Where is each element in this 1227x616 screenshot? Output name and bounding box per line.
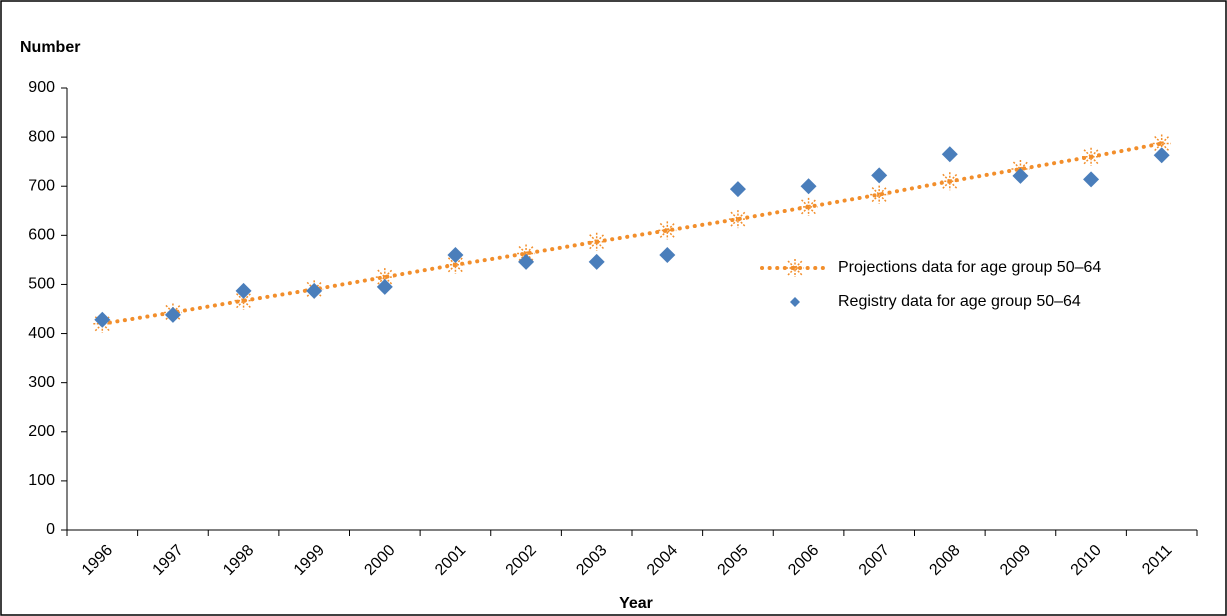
y-tick-label: 0 <box>46 521 55 538</box>
x-tick-label: 2009 <box>997 542 1034 579</box>
y-tick-label: 700 <box>28 177 55 194</box>
x-tick-label: 2010 <box>1068 542 1105 579</box>
x-tick-label: 1998 <box>220 542 257 579</box>
star-marker <box>446 255 465 274</box>
x-tick-label: 1997 <box>150 542 187 579</box>
x-tick-label: 2004 <box>644 542 681 579</box>
y-tick-label: 100 <box>28 472 55 489</box>
diamond-marker <box>376 278 393 295</box>
diamond-marker <box>800 178 817 195</box>
star-marker <box>728 210 747 229</box>
x-tick-label: 1999 <box>291 542 328 579</box>
diamond-marker <box>306 282 323 299</box>
x-tick-label: 2002 <box>503 542 540 579</box>
star-marker <box>799 197 818 216</box>
star-marker <box>870 185 889 204</box>
diamond-marker <box>941 146 958 163</box>
x-tick-label: 2007 <box>856 542 893 579</box>
x-tick-label: 2008 <box>926 542 963 579</box>
star-marker <box>940 172 959 191</box>
y-tick-label: 300 <box>28 374 55 391</box>
diamond-marker <box>1153 147 1170 164</box>
diamond-marker <box>235 282 252 299</box>
y-tick-label: 900 <box>28 79 55 96</box>
legend-marker <box>790 297 800 307</box>
x-tick-label: 1996 <box>79 542 116 579</box>
y-tick-label: 500 <box>28 276 55 293</box>
diamond-marker <box>164 306 181 323</box>
diamond-marker <box>518 253 535 270</box>
x-tick-label: 2005 <box>715 542 752 579</box>
y-tick-label: 400 <box>28 325 55 342</box>
legend-marker <box>786 259 804 277</box>
x-tick-label: 2003 <box>573 542 610 579</box>
projection-line <box>100 141 1164 326</box>
y-tick-label: 200 <box>28 423 55 440</box>
diamond-marker <box>1012 167 1029 184</box>
star-marker <box>1082 147 1101 166</box>
x-tick-label: 2001 <box>432 542 469 579</box>
legend-label: Projections data for age group 50–64 <box>838 259 1101 276</box>
x-tick-label: 2000 <box>361 542 398 579</box>
star-marker <box>658 221 677 240</box>
x-tick-label: 2006 <box>785 542 822 579</box>
x-axis-title: Year <box>619 595 653 612</box>
legend-label: Registry data for age group 50–64 <box>838 293 1081 310</box>
y-tick-label: 800 <box>28 128 55 145</box>
x-tick-label: 2011 <box>1139 542 1175 578</box>
diamond-marker <box>447 246 464 263</box>
y-axis-title: Number <box>20 39 80 56</box>
y-tick-label: 600 <box>28 227 55 244</box>
diamond-marker <box>871 167 888 184</box>
diamond-marker <box>1083 171 1100 188</box>
diamond-marker <box>659 246 676 263</box>
diamond-marker <box>588 253 605 270</box>
diamond-marker <box>94 311 111 328</box>
star-marker <box>234 291 253 310</box>
diamond-marker <box>729 181 746 198</box>
star-marker <box>587 232 606 251</box>
